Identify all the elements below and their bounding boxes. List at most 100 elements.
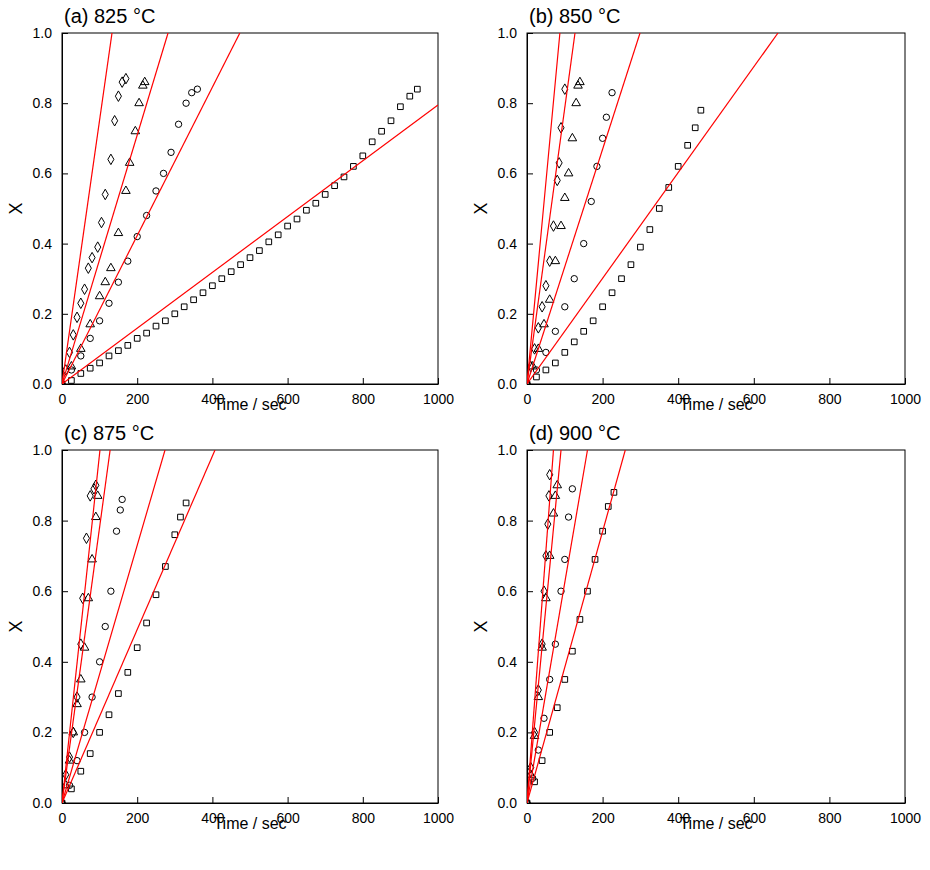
y-tick: 0.8 <box>498 95 533 111</box>
data-point <box>304 207 310 213</box>
data-point <box>194 86 200 92</box>
y-tick-mark <box>62 591 68 592</box>
data-point <box>96 659 102 665</box>
y-tick-mark <box>62 384 68 385</box>
x-axis-line <box>63 384 439 385</box>
fit-line <box>527 33 778 384</box>
fit-line <box>527 450 625 803</box>
x-tick-label: 1000 <box>423 810 454 826</box>
data-point <box>113 528 119 534</box>
data-point <box>619 276 625 282</box>
data-point <box>238 262 244 268</box>
y-tick-mark <box>62 732 68 733</box>
y-axis: 0.00.20.40.60.81.0 <box>498 25 533 392</box>
fit-line <box>62 33 240 384</box>
fit-line <box>62 33 168 384</box>
x-tick-label: 0 <box>524 391 532 407</box>
x-axis-line <box>528 803 906 804</box>
data-point <box>545 295 554 302</box>
data-point <box>552 328 558 334</box>
data-point <box>163 318 169 324</box>
x-axis-line <box>63 803 439 804</box>
data-point <box>183 100 189 106</box>
data-point <box>551 256 560 263</box>
data-point <box>119 496 125 502</box>
fit-line <box>527 450 587 803</box>
data-point <box>266 239 272 245</box>
y-axis: 0.00.20.40.60.81.0 <box>33 25 68 392</box>
x-tick-label: 0 <box>524 810 532 826</box>
plot-frame <box>62 33 438 384</box>
y-tick-label: 0.0 <box>33 376 53 392</box>
y-tick-label: 0.6 <box>33 583 53 599</box>
y-axis-title: X <box>6 620 26 632</box>
data-point <box>115 91 121 102</box>
chart-title: (a) 825 °C <box>64 5 155 27</box>
data-point <box>581 240 587 246</box>
y-axis-title: X <box>471 620 491 632</box>
data-point <box>554 705 560 711</box>
data-point <box>116 348 122 354</box>
x-tick-mark <box>288 797 289 803</box>
data-point <box>576 77 585 84</box>
data-point <box>562 556 568 562</box>
x-tick-mark <box>212 797 213 803</box>
y-axis-line <box>527 34 528 385</box>
data-point <box>125 670 131 676</box>
y-tick-label: 0.8 <box>33 95 53 111</box>
data-point <box>83 533 89 544</box>
y-tick-label: 0.2 <box>498 724 518 740</box>
plot-area <box>527 33 778 384</box>
fit-line <box>527 450 561 803</box>
fit-line <box>527 33 575 384</box>
y-tick-label: 0.8 <box>498 513 518 529</box>
y-tick-label: 0.2 <box>33 724 53 740</box>
data-point <box>101 277 110 284</box>
data-point <box>581 329 587 335</box>
x-tick-label: 800 <box>818 810 842 826</box>
y-tick-label: 0.0 <box>498 795 518 811</box>
data-point <box>114 228 123 235</box>
chart-title: (c) 875 °C <box>64 422 154 444</box>
y-tick: 1.0 <box>498 442 533 458</box>
y-tick-mark <box>527 384 533 385</box>
y-tick-label: 1.0 <box>33 25 53 41</box>
data-point <box>379 128 385 134</box>
data-point <box>134 336 140 342</box>
data-point <box>153 323 159 329</box>
y-tick-label: 0.4 <box>498 236 518 252</box>
data-point <box>102 623 108 629</box>
y-tick: 0.2 <box>33 306 68 322</box>
data-point <box>322 192 328 198</box>
data-point <box>82 284 88 295</box>
x-tick: 200 <box>591 378 615 407</box>
x-tick-mark <box>137 378 138 384</box>
y-tick-mark <box>62 521 68 522</box>
data-point <box>247 255 253 261</box>
data-point <box>102 189 108 200</box>
y-tick: 0.8 <box>33 513 68 529</box>
plot-frame <box>527 33 905 384</box>
x-tick-mark <box>905 797 906 803</box>
x-tick-mark <box>288 378 289 384</box>
data-point <box>135 98 144 105</box>
x-tick-label: 200 <box>591 810 615 826</box>
data-point <box>557 221 566 228</box>
y-tick: 0.4 <box>498 236 533 252</box>
y-tick-mark <box>62 314 68 315</box>
data-point <box>603 114 609 120</box>
data-point <box>84 593 93 600</box>
data-point <box>543 367 549 373</box>
data-point <box>568 133 577 140</box>
data-point <box>89 252 95 263</box>
data-point <box>87 365 93 371</box>
y-tick-mark <box>527 103 533 104</box>
x-tick: 1000 <box>890 378 921 407</box>
fit-line <box>62 450 100 803</box>
data-point <box>562 677 568 683</box>
data-point <box>407 93 413 99</box>
y-tick: 0.6 <box>33 165 68 181</box>
x-tick-mark <box>363 797 364 803</box>
data-point <box>534 374 540 380</box>
x-tick-mark <box>905 378 906 384</box>
